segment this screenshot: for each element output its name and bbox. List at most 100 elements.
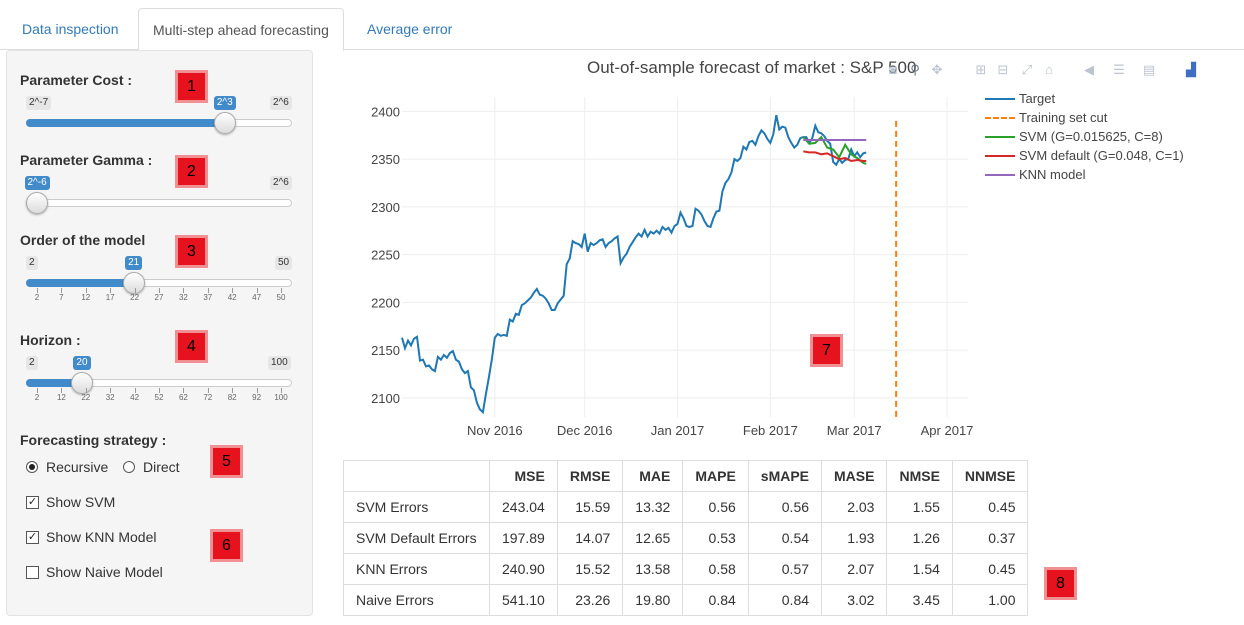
- direct-option-label[interactable]: Direct: [143, 459, 180, 475]
- horizon-label: Horizon :: [20, 332, 81, 348]
- slider-tick-label: 47: [252, 293, 262, 302]
- annotation-badge-3: 3: [175, 235, 208, 268]
- show-svm-label[interactable]: Show SVM: [46, 494, 116, 510]
- strategy-label: Forecasting strategy :: [20, 432, 167, 448]
- x-tick-label: Mar 2017: [827, 423, 882, 438]
- slider-tick: [159, 288, 160, 293]
- legend-item[interactable]: SVM (G=0.015625, C=8): [985, 128, 1163, 146]
- table-cell: 12.65: [622, 522, 684, 554]
- tab-multi-step-forecasting[interactable]: Multi-step ahead forecasting: [138, 8, 344, 51]
- camera-icon[interactable]: ◙: [889, 62, 897, 77]
- legend-item[interactable]: SVM default (G=0.048, C=1): [985, 147, 1184, 165]
- slider-tick-label: 12: [81, 293, 91, 302]
- cost-slider-handle[interactable]: [213, 112, 236, 134]
- slider-tick-label: 62: [178, 393, 188, 402]
- legend-label: SVM (G=0.015625, C=8): [1019, 129, 1163, 144]
- annotation-badge-7: 7: [810, 334, 843, 367]
- hover-closest-icon[interactable]: ☰: [1113, 62, 1125, 77]
- table-cell: 1.55: [886, 491, 953, 523]
- slider-tick: [207, 288, 209, 293]
- slider-tick: [110, 288, 112, 293]
- table-cell: 1.00: [951, 584, 1029, 616]
- slider-tick: [61, 288, 63, 293]
- show-naive-label[interactable]: Show Naive Model: [46, 564, 163, 580]
- show-knn-label[interactable]: Show KNN Model: [46, 529, 157, 545]
- table-cell: 0.56: [682, 491, 749, 523]
- order-slider-handle[interactable]: [122, 272, 145, 294]
- y-tick-label: 2100: [371, 391, 400, 406]
- slider-tick-label: 22: [130, 293, 140, 302]
- slider-tick-label: 37: [203, 293, 213, 302]
- horizon-slider-handle[interactable]: [70, 372, 93, 394]
- table-cell: 0.57: [747, 553, 823, 585]
- gamma-label: Parameter Gamma :: [20, 152, 153, 168]
- zoom-out-icon[interactable]: ⊟: [997, 62, 1009, 77]
- table-header-row: MSE RMSE MAE MAPE sMAPE MASE NMSE NNMSE: [343, 460, 1029, 492]
- legend-item[interactable]: Target: [985, 90, 1055, 108]
- slider-tick-label: 52: [154, 393, 164, 402]
- legend-item[interactable]: Training set cut: [985, 109, 1107, 127]
- legend-item[interactable]: KNN model: [985, 166, 1085, 184]
- direct-radio[interactable]: [123, 461, 135, 473]
- table-row: SVM Errors 243.04 15.59 13.32 0.56 0.56 2.03 1.…: [343, 491, 1029, 523]
- recursive-option-label[interactable]: Recursive: [46, 459, 109, 475]
- slider-tick: [281, 388, 282, 393]
- pan-icon[interactable]: ✥: [931, 62, 943, 77]
- table-cell: 0.45: [951, 553, 1029, 585]
- slider-tick: [134, 288, 136, 293]
- table-header-cell: MAE: [622, 460, 684, 492]
- tab-average-error[interactable]: Average error: [367, 21, 453, 37]
- recursive-radio[interactable]: [26, 461, 38, 473]
- tab-bar: Data inspection Multi-step ahead forecas…: [0, 0, 1244, 51]
- errors-table: MSE RMSE MAE MAPE sMAPE MASE NMSE NNMSE SVM Erro…: [343, 460, 1029, 616]
- table-row-name: KNN Errors: [343, 553, 490, 585]
- table-cell: 0.56: [747, 491, 823, 523]
- radio-selected-dot: [29, 464, 35, 470]
- legend-swatch: [985, 117, 1015, 119]
- sidebar-panel: [6, 50, 313, 616]
- slider-tick: [183, 388, 185, 393]
- show-naive-checkbox[interactable]: [26, 566, 39, 579]
- plotly-logo-icon[interactable]: ▟: [1186, 62, 1196, 77]
- tab-data-inspection[interactable]: Data inspection: [22, 21, 119, 37]
- table-cell: 0.84: [682, 584, 749, 616]
- slider-tick-label: 17: [105, 293, 115, 302]
- table-cell: 240.90: [489, 553, 558, 585]
- slider-tick: [110, 388, 112, 393]
- table-row: KNN Errors 240.90 15.52 13.58 0.58 0.57 2.07 1.…: [343, 553, 1029, 585]
- hover-compare-icon[interactable]: ▤: [1142, 62, 1156, 77]
- y-tick-label: 2400: [371, 104, 400, 119]
- slider-tick-label: 82: [227, 393, 237, 402]
- table-cell: 243.04: [489, 491, 558, 523]
- annotation-badge-2: 2: [175, 155, 208, 188]
- slider-tick-label: 12: [56, 393, 66, 402]
- order-slider-fill: [26, 279, 134, 287]
- show-svm-checkbox[interactable]: ✓: [26, 496, 39, 509]
- legend-swatch: [985, 155, 1015, 157]
- spike-icon[interactable]: ◀: [1084, 62, 1094, 77]
- table-cell: 197.89: [489, 522, 558, 554]
- y-tick-label: 2300: [371, 200, 400, 215]
- x-tick-label: Jan 2017: [651, 423, 705, 438]
- cost-label: Parameter Cost :: [20, 72, 133, 88]
- gamma-slider-track[interactable]: [26, 199, 292, 207]
- slider-tick-label: 50: [276, 293, 286, 302]
- legend-label: KNN model: [1019, 167, 1086, 182]
- horizon-min-label: 2: [26, 356, 38, 370]
- table-cell: 0.37: [951, 522, 1029, 554]
- zoom-icon[interactable]: ⚲: [910, 62, 920, 77]
- series-line-svm-g-0-015625-c-8-: [802, 135, 867, 165]
- gamma-slider-handle[interactable]: [26, 192, 48, 214]
- cost-min-label: 2^-7: [26, 96, 52, 110]
- show-knn-checkbox[interactable]: ✓: [26, 531, 39, 544]
- table-cell: 13.32: [622, 491, 684, 523]
- home-icon[interactable]: ⌂: [1045, 62, 1053, 77]
- slider-tick: [232, 288, 234, 293]
- autoscale-icon[interactable]: ⤢: [1021, 62, 1033, 77]
- zoom-in-icon[interactable]: ⊞: [975, 62, 987, 77]
- slider-tick-label: 92: [252, 393, 262, 402]
- forecast-chart[interactable]: 2100 2150 2200 2250 2300 2350 2400 Nov 2016 Dec …: [340, 85, 980, 445]
- slider-tick-label: 42: [227, 293, 237, 302]
- y-tick-label: 2150: [371, 343, 400, 358]
- slider-tick: [61, 388, 63, 393]
